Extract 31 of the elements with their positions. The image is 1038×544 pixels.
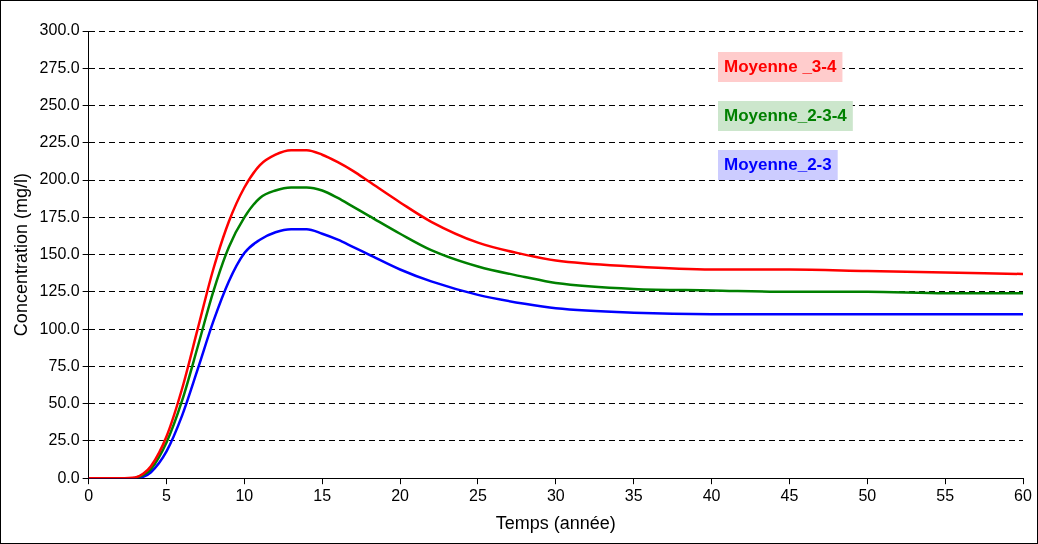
x-tick-label: 60 (1014, 487, 1032, 505)
x-tick-label: 55 (936, 487, 955, 505)
y-tick-label: 0.0 (57, 468, 80, 486)
y-tick-label: 150.0 (39, 245, 80, 263)
y-tick-label: 225.0 (39, 133, 80, 151)
x-tick-label: 35 (624, 487, 643, 505)
y-tick-label: 200.0 (39, 170, 80, 188)
x-tick-label: 0 (84, 487, 94, 505)
y-tick-label: 300.0 (39, 21, 80, 39)
text: Moyenne_2-3 (724, 154, 832, 174)
y-tick-label: 25.0 (48, 431, 80, 449)
x-tick-label: 15 (313, 487, 332, 505)
x-tick-label: 30 (546, 487, 565, 505)
x-tick-label: 20 (391, 487, 410, 505)
y-tick-label: 50.0 (48, 394, 80, 412)
y-tick-label: 275.0 (39, 58, 80, 76)
y-tick-label: 175.0 (39, 207, 80, 225)
x-tick-label: 5 (162, 487, 172, 505)
x-tick-label: 50 (858, 487, 877, 505)
x-tick-label: 40 (702, 487, 721, 505)
x-tick-label: 45 (780, 487, 799, 505)
y-tick-label: 125.0 (39, 282, 80, 300)
y-tick-label: 250.0 (39, 95, 80, 113)
x-tick-label: 10 (235, 487, 254, 505)
y-tick-label: 100.0 (39, 319, 80, 337)
text: Moyenne_2-3-4 (724, 105, 848, 125)
text: Moyenne _3-4 (724, 56, 837, 76)
y-tick-label: 75.0 (48, 356, 80, 374)
x-axis-title: Temps (année) (495, 513, 616, 534)
x-tick-label: 25 (469, 487, 487, 505)
y-axis-title: Concentration (mg/l) (10, 173, 31, 337)
